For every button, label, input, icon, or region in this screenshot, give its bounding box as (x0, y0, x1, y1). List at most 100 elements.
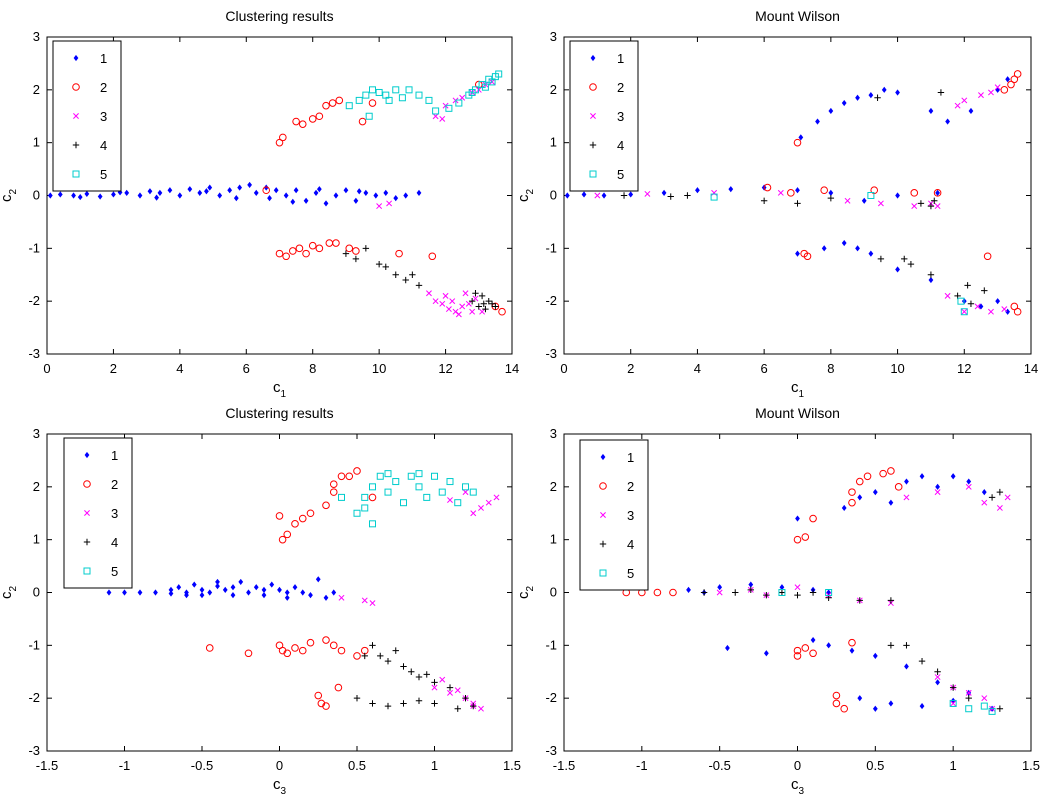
data-point (848, 638, 856, 647)
data-point (895, 192, 900, 199)
data-point (877, 200, 884, 207)
data-point (407, 472, 415, 480)
x-axis-label-subscript: 3 (798, 786, 804, 797)
data-point (901, 255, 908, 263)
data-point (1007, 80, 1015, 89)
data-point (455, 99, 463, 107)
chart-title: Clustering results (225, 8, 333, 24)
data-point (825, 589, 833, 596)
data-point (362, 245, 370, 252)
data-point (395, 249, 403, 258)
data-point (653, 588, 662, 597)
data-point (356, 188, 362, 195)
data-point (353, 652, 361, 660)
series-5 (345, 70, 503, 120)
data-point (777, 189, 784, 196)
data-point (840, 704, 849, 713)
data-point (954, 102, 961, 109)
legend-label: 4 (111, 535, 118, 550)
y-tick-label: 3 (550, 29, 557, 44)
data-point (904, 663, 909, 670)
legend-label: 4 (100, 138, 107, 153)
data-point (964, 282, 971, 289)
legend-marker (599, 482, 607, 490)
data-point (447, 497, 453, 503)
data-point (369, 520, 376, 528)
series-4 (700, 488, 1004, 712)
data-point (485, 297, 492, 305)
y-tick-label: 1 (33, 135, 40, 150)
data-point (337, 646, 346, 655)
data-point (328, 99, 337, 107)
y-tick-label: 0 (550, 188, 557, 203)
data-point (911, 203, 918, 210)
data-point (820, 186, 828, 195)
data-point (949, 684, 957, 691)
data-point (832, 699, 841, 708)
data-point (205, 644, 214, 652)
legend-label: 3 (617, 109, 624, 124)
legend-marker (589, 170, 597, 178)
x-tick-label: 0 (276, 758, 283, 773)
data-point (282, 252, 290, 261)
data-point (934, 489, 941, 496)
data-point (423, 671, 430, 678)
data-point (428, 252, 437, 261)
y-tick-label: -1 (28, 240, 40, 255)
data-point (848, 488, 856, 496)
data-point (950, 473, 956, 480)
data-point (176, 584, 182, 591)
data-point (478, 705, 484, 712)
data-point (981, 287, 988, 294)
data-point (442, 292, 449, 299)
data-point (277, 586, 282, 593)
data-point (392, 86, 400, 94)
y-tick-label: -2 (28, 690, 40, 705)
x-tick-label: 6 (761, 361, 768, 376)
data-point (895, 266, 900, 273)
data-point (794, 200, 801, 207)
data-point (157, 189, 163, 196)
data-point (392, 478, 400, 486)
y-axis-label-subscript: 2 (525, 586, 536, 592)
data-point (728, 186, 734, 193)
data-point (375, 260, 383, 268)
data-point (392, 271, 399, 278)
data-point (253, 584, 259, 591)
legend-marker (600, 453, 606, 461)
data-point (966, 478, 972, 485)
legend-label: 2 (111, 477, 118, 492)
data-point (1010, 302, 1019, 311)
y-tick-label: -2 (545, 293, 557, 308)
y-tick-label: -2 (545, 690, 557, 705)
data-point (725, 644, 730, 652)
x-axis-label: c1 (791, 379, 805, 400)
data-point (329, 488, 338, 496)
data-point (874, 94, 881, 101)
chart-panel-3: Clustering results -1.5 -1 -0.5 0 0.5 1 1.5 -3 -2… (0, 405, 521, 797)
data-point (71, 192, 76, 199)
data-point (628, 191, 634, 198)
data-point (445, 104, 453, 112)
data-point (778, 589, 786, 596)
data-point (345, 102, 353, 110)
data-point (329, 480, 338, 488)
x-axis-label-subscript: 1 (280, 389, 286, 400)
data-point (323, 594, 329, 601)
data-point (316, 186, 322, 193)
legend-box (63, 437, 133, 589)
series-1 (686, 473, 995, 712)
data-point (827, 194, 835, 202)
data-point (230, 592, 236, 599)
data-point (832, 691, 841, 700)
legend: 1 2 3 4 5 (52, 40, 122, 192)
data-point (919, 702, 925, 710)
data-point (903, 494, 910, 501)
data-point (361, 504, 369, 512)
legend: 1 2 3 4 5 (579, 439, 649, 591)
data-point (470, 510, 477, 517)
series-1 (106, 576, 337, 601)
x-tick-label: 1 (431, 758, 438, 773)
y-tick-label: 1 (550, 532, 557, 547)
